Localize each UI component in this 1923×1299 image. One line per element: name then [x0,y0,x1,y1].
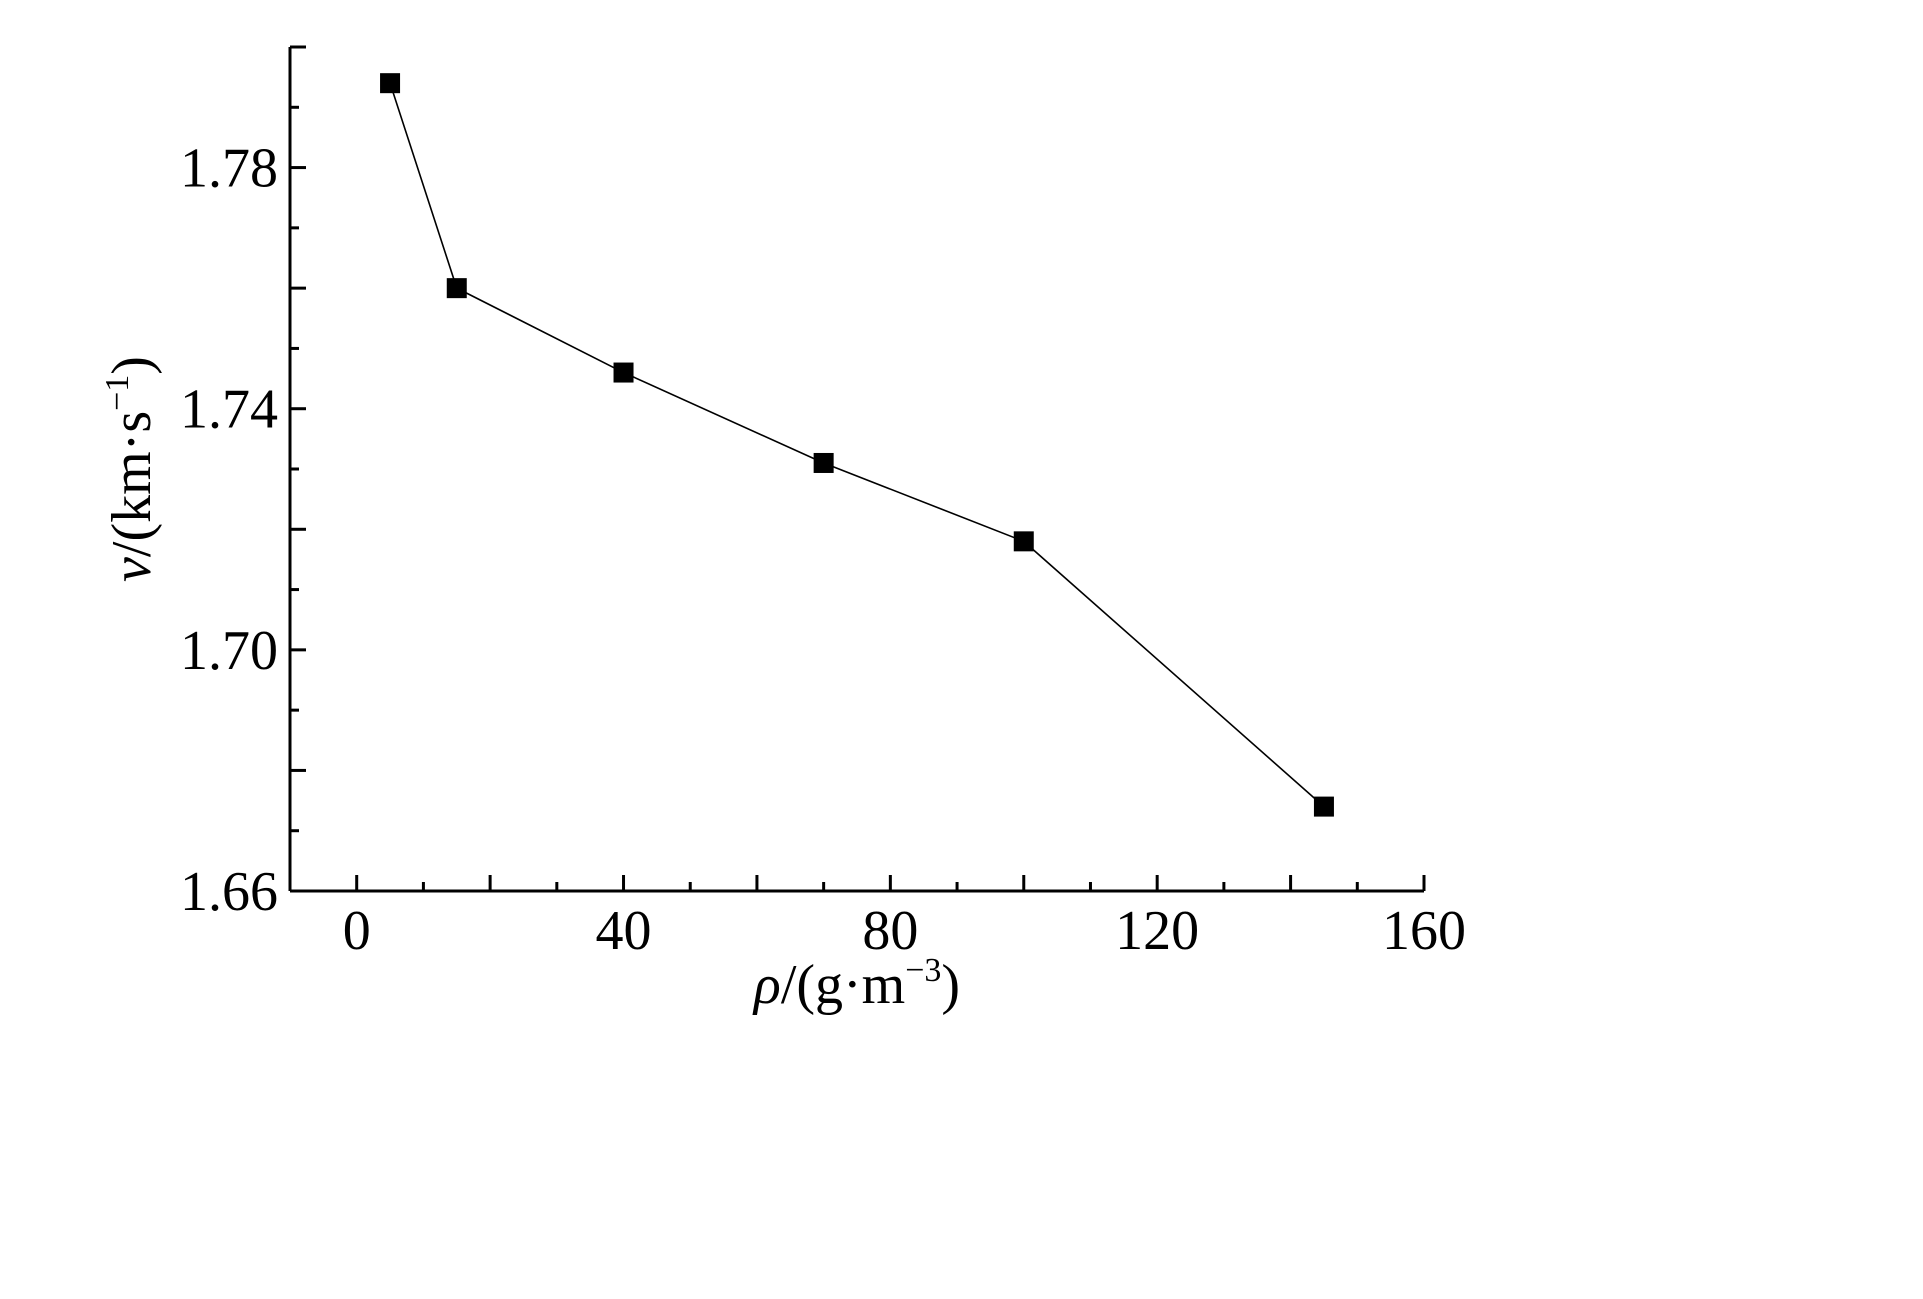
y-tick-label: 1.78 [180,138,278,200]
axis-unit: /(km·s [101,411,163,557]
x-tick-label: 40 [596,900,652,962]
series-line [389,82,1325,808]
data-point [446,278,467,299]
y-tick-label: 1.70 [180,620,278,682]
y-axis-label: v/(km·s−1) [99,356,163,582]
plot-area [380,73,1334,817]
data-point [813,452,834,473]
x-tick-label: 160 [1382,900,1466,962]
y-axis: 1.66 1.70 1.74 1.78 [180,45,306,923]
x-axis: 0 40 80 120 160 [290,875,1466,962]
axis-close: ) [101,356,163,375]
data-point [1313,796,1334,817]
axis-symbol: v [101,557,163,582]
axis-symbol: ρ [752,954,781,1016]
data-point [380,73,401,94]
axis-exponent: −1 [99,375,136,411]
data-point [613,362,634,383]
x-tick-label: 80 [862,900,918,962]
y-tick-label: 1.66 [180,861,278,923]
y-tick-label: 1.74 [180,379,278,441]
axis-close: ) [941,954,960,1016]
x-axis-label: ρ/(g·m−3) [752,952,960,1016]
x-tick-label: 120 [1115,900,1199,962]
data-point [1013,531,1034,552]
axis-exponent: −3 [905,952,941,989]
x-tick-label: 0 [343,900,371,962]
axis-unit: /(g·m [781,954,905,1016]
